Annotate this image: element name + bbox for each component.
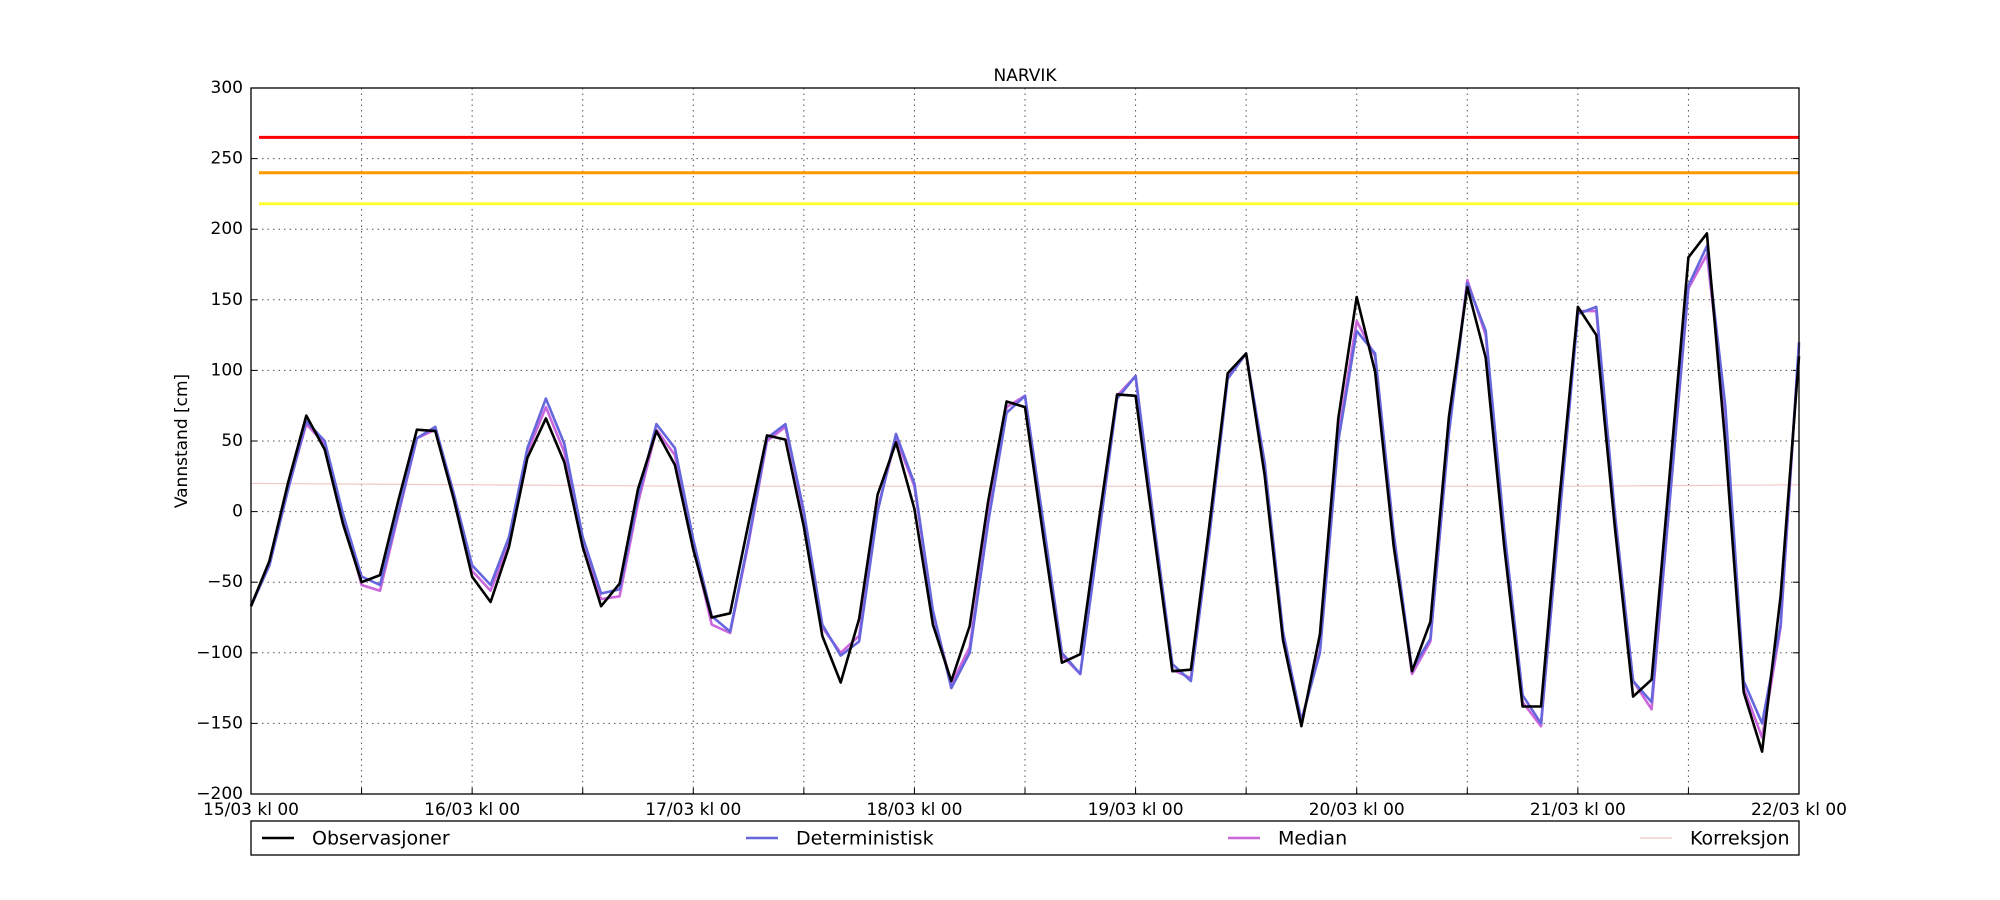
y-tick-label: −100 — [196, 643, 243, 663]
x-tick-label: 17/03 kl 00 — [645, 800, 741, 820]
y-tick-label: −200 — [196, 784, 243, 804]
x-tick-label: 15/03 kl 00 — [203, 800, 299, 820]
legend-label: Median — [1278, 828, 1347, 850]
series-line — [249, 232, 1801, 753]
plot-frame — [250, 87, 1800, 795]
legend-box — [250, 820, 1800, 856]
y-tick-label: 0 — [232, 502, 243, 522]
x-tick-label: 20/03 kl 00 — [1309, 800, 1405, 820]
y-tick-label: 300 — [211, 78, 243, 98]
legend-label: Korreksjon — [1690, 828, 1790, 850]
x-tick-label: 21/03 kl 00 — [1530, 800, 1626, 820]
series-line — [250, 482, 1800, 487]
y-tick-label: 150 — [211, 290, 243, 310]
y-tick-label: 100 — [211, 360, 243, 380]
y-tick-label: −150 — [196, 713, 243, 733]
y-tick-label: 250 — [211, 149, 243, 169]
y-tick-label: 50 — [221, 431, 243, 451]
legend-label: Observasjoner — [312, 828, 450, 850]
x-tick-label: 16/03 kl 00 — [424, 800, 520, 820]
y-tick-label: −50 — [207, 572, 243, 592]
y-tick-label: 200 — [211, 219, 243, 239]
y-axis-label: Vannstand [cm] — [172, 374, 192, 508]
x-tick-label: 18/03 kl 00 — [866, 800, 962, 820]
chart-title: NARVIK — [993, 66, 1057, 86]
series-line — [249, 244, 1801, 725]
x-tick-label: 22/03 kl 00 — [1751, 800, 1847, 820]
x-tick-label: 19/03 kl 00 — [1088, 800, 1184, 820]
legend-label: Deterministisk — [796, 828, 934, 850]
